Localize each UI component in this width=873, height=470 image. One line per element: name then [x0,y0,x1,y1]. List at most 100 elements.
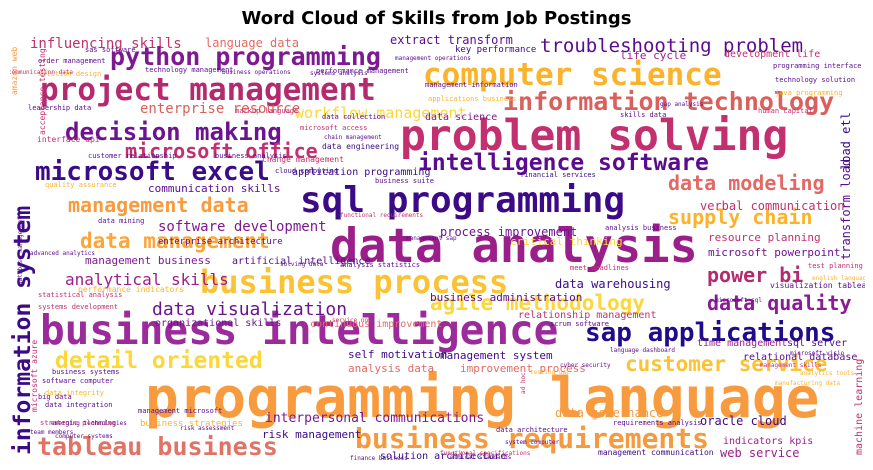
cloud-word: data collection [322,113,385,121]
cloud-word: interpersonal communications [265,411,484,426]
cloud-word: customer relationship [88,152,177,160]
cloud-word: markup language [235,107,298,115]
cloud-word: sql server [787,338,847,349]
cloud-word: strategic planning [40,419,116,427]
cloud-word: extract transform [390,33,513,47]
cloud-word: management sap [406,235,457,242]
cloud-word: java programming [775,89,842,97]
cloud-word: statistical analysis [38,291,122,299]
cloud-word: management skills [760,362,822,369]
cloud-word: business suite [375,177,434,185]
cloud-word: analysis business [605,224,677,232]
cloud-word: amazon web [10,47,19,95]
cloud-word: sap applications [585,318,835,348]
cloud-word: key performance [455,45,536,55]
cloud-word: relational database [743,352,857,363]
cloud-word: data visualization [152,299,347,320]
cloud-word: business analysis [215,152,287,160]
cloud-word: microsoft access [300,124,367,132]
cloud-word: influencing skills [30,36,182,52]
cloud-word: functional requirements [340,212,423,219]
cloud-word: software computer [42,377,114,385]
cloud-word: change management [262,155,344,164]
cloud-word: microsoft visio [790,350,845,357]
cloud-word: functional specifications [440,450,531,457]
cloud-word: risk assessment [180,425,235,432]
cloud-word: data quality [707,291,852,315]
cloud-word: business administration [430,291,582,304]
cloud-word: microsoft excel [35,157,270,187]
cloud-word: machine learning [854,359,865,455]
cloud-word: cloud computing [275,167,338,175]
cloud-word: sql programming [300,180,625,221]
cloud-word: critical thinking [510,235,623,248]
cloud-word: business strategies [140,419,243,429]
cloud-word: workflow management [295,104,467,122]
cloud-word: power bi [707,263,803,287]
cloud-word: load etl [839,112,853,170]
cloud-word: troubleshooting problem [540,35,803,57]
cloud-word: oracle cloud [700,414,787,428]
cloud-word: interface api [37,135,100,144]
cloud-word: language data [205,36,299,50]
cloud-word: systems analysis [310,70,368,77]
cloud-word: project management [40,72,376,108]
cloud-word: service now [332,317,372,324]
cloud-word: data governance [555,406,663,420]
cloud-word: data analysis [330,219,698,274]
cloud-word: resource planning [708,231,821,244]
cloud-word: data mining [98,217,144,225]
cloud-word: management microsoft [138,407,222,415]
cloud-word: customer service [625,352,827,376]
cloud-word: development life [724,49,820,60]
cloud-word: programming interface [773,62,862,70]
cloud-word: management communication [598,448,714,457]
cloud-word: process improvement [440,225,577,239]
cloud-word: team members [30,429,74,436]
cloud-word: business systems [52,368,119,376]
cloud-word: problem solving [400,111,788,161]
cloud-word: web service [720,446,799,460]
cloud-word: decision making [65,118,282,146]
cloud-word: language dashboard [610,347,675,354]
cloud-word: programming language [145,366,819,431]
cloud-word: tableau business [37,432,278,461]
cloud-word: system computer [505,439,560,446]
cloud-word: business requirements [355,422,709,455]
cloud-word: information system [10,206,36,455]
cloud-word: visualization tableau [770,281,865,290]
cloud-word: meet deadlines [570,264,629,272]
cloud-word: continuous improvement [310,319,442,330]
cloud-word: life cycle [620,49,686,62]
cloud-word: indicators kpis [723,436,813,447]
cloud-word: relationship management [518,310,656,321]
cloud-word: application programming [292,167,430,178]
cloud-word: management business [85,254,211,267]
cloud-word: supply chain [668,205,813,229]
cloud-word: applications business [428,95,517,103]
cloud-word: advanced analytics [30,250,95,257]
cloud-word: skills data [620,111,666,119]
cloud-word: verbal communication [700,199,845,213]
cloud-word: data architecture [496,426,568,434]
cloud-word: management operations [395,55,471,62]
cloud-word: management data [68,193,249,217]
cloud-word: microsoft powerpoint [708,246,840,259]
cloud-word: performance management [316,67,409,75]
cloud-word: intelligence software [418,150,709,176]
word-cloud: programming language data analysis busines… [10,33,865,463]
cloud-word: analytics tools [800,370,855,377]
cloud-word: chain management [324,134,382,141]
cloud-word: data management [80,229,270,253]
cloud-word: manufacturing data [775,380,840,387]
cloud-word: data warehousing [555,277,671,291]
cloud-word: test planning [808,262,863,270]
cloud-word: management information [425,81,518,89]
cloud-word: systems development [38,303,118,311]
cloud-word: organizational skills [155,318,281,329]
cloud-word: solution design [38,70,101,78]
cloud-word: leadership data [28,104,91,112]
cloud-word: quality assurance [45,181,117,189]
cloud-word: business process [200,263,508,301]
